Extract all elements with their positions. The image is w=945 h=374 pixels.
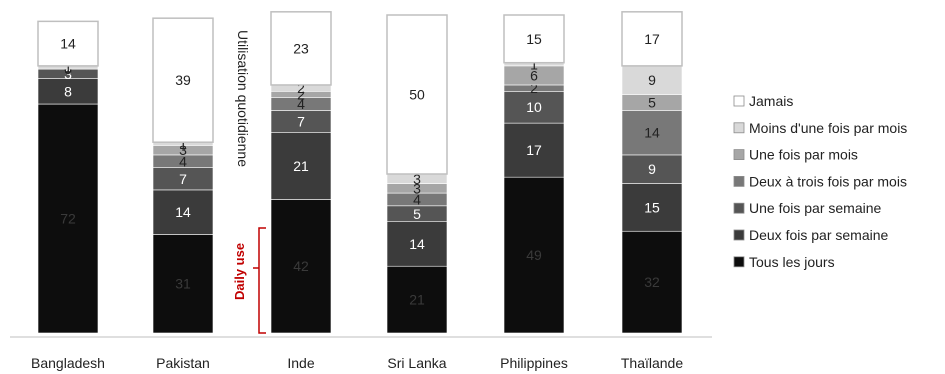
data-label: 9 <box>648 72 656 88</box>
category-label: Sri Lanka <box>387 355 446 371</box>
category-label: Philippines <box>500 355 568 371</box>
legend-label: Tous les jours <box>749 254 835 270</box>
bar-segment <box>37 103 99 334</box>
data-label: 23 <box>293 40 309 56</box>
category-labels: Bangladesh Pakistan Inde Sri Lanka Philippin… <box>31 355 683 371</box>
data-label: 2 <box>530 80 538 96</box>
data-label: 8 <box>64 83 72 99</box>
bar-segment <box>503 122 565 178</box>
data-label: 3 <box>413 180 421 196</box>
legend-label: Jamais <box>749 93 793 109</box>
data-label: 5 <box>413 206 421 222</box>
bar-segment <box>270 199 332 334</box>
data-label: 2 <box>297 87 305 103</box>
data-label: 42 <box>293 258 309 274</box>
data-label: 14 <box>175 204 191 220</box>
legend-swatch <box>733 122 745 134</box>
bar-segment <box>621 154 683 184</box>
category-label: Thaïlande <box>621 355 683 371</box>
legend-label: Moins d'une fois par mois <box>749 120 907 136</box>
data-label: 72 <box>60 211 76 227</box>
bracket-path <box>253 227 266 334</box>
data-label: 4 <box>413 191 421 207</box>
data-label: 1 <box>64 59 72 75</box>
bar-segment <box>152 234 214 334</box>
data-label: 14 <box>409 236 425 252</box>
bars-group: 7283001143114743139422174222321145433504… <box>37 11 683 334</box>
category-label: Bangladesh <box>31 355 105 371</box>
legend: Jamais Moins d'une fois par mois Une fois … <box>733 93 907 270</box>
data-label: 3 <box>413 171 421 187</box>
legend-swatch <box>733 229 745 241</box>
bar-segment <box>386 14 448 175</box>
bar-segment <box>152 17 214 143</box>
bar-segment <box>270 132 332 200</box>
legend-swatch <box>733 202 745 214</box>
data-label: 17 <box>644 31 660 47</box>
data-label: 15 <box>526 31 542 47</box>
data-label: 7 <box>179 171 187 187</box>
data-label: 50 <box>409 87 425 103</box>
legend-swatch <box>733 149 745 161</box>
bar-segment <box>503 91 565 124</box>
data-label: 3 <box>64 66 72 82</box>
data-label: 21 <box>409 292 425 308</box>
legend-label: Deux à trois fois par mois <box>749 173 907 189</box>
category-label: Inde <box>287 355 314 371</box>
data-label: 15 <box>644 199 660 215</box>
legend-label: Une fois par semaine <box>749 200 882 216</box>
data-label: 14 <box>644 125 660 141</box>
bar-segment <box>152 189 214 235</box>
bar-segment <box>37 78 99 105</box>
data-label: 1 <box>530 56 538 72</box>
legend-label: Une fois par mois <box>749 147 858 163</box>
data-label: 9 <box>648 161 656 177</box>
legend-swatch <box>733 256 745 268</box>
data-label: 32 <box>644 274 660 290</box>
daily-use-label: Daily use <box>232 243 247 300</box>
legend-swatch <box>733 95 745 107</box>
data-label: 4 <box>179 153 187 169</box>
data-label: 7 <box>297 114 305 130</box>
data-label: 21 <box>293 158 309 174</box>
legend-swatch <box>733 175 745 187</box>
data-label: 6 <box>530 67 538 83</box>
bar-segment <box>386 221 448 267</box>
legend-label: Deux fois par semaine <box>749 227 889 243</box>
bar-segment <box>503 14 565 64</box>
data-label: 31 <box>175 276 191 292</box>
data-label: 3 <box>179 142 187 158</box>
data-label: 2 <box>297 80 305 96</box>
vertical-annotation: Utilisation quotidienne <box>235 30 251 167</box>
data-label: 5 <box>648 94 656 110</box>
bar-segment <box>621 11 683 67</box>
data-label: 1 <box>179 136 187 152</box>
bar-segment <box>621 65 683 95</box>
category-label: Pakistan <box>156 355 210 371</box>
data-label: 10 <box>526 99 542 115</box>
bar-segment <box>270 11 332 86</box>
bar-segment <box>386 265 448 334</box>
data-label: 49 <box>526 247 542 263</box>
data-label: 4 <box>297 96 305 112</box>
data-label: 39 <box>175 72 191 88</box>
data-label: 17 <box>526 142 542 158</box>
data-label: 14 <box>60 36 76 52</box>
bar-segment <box>37 20 99 67</box>
daily-use-bracket: Daily use <box>232 227 266 334</box>
bar-segment <box>621 183 683 232</box>
